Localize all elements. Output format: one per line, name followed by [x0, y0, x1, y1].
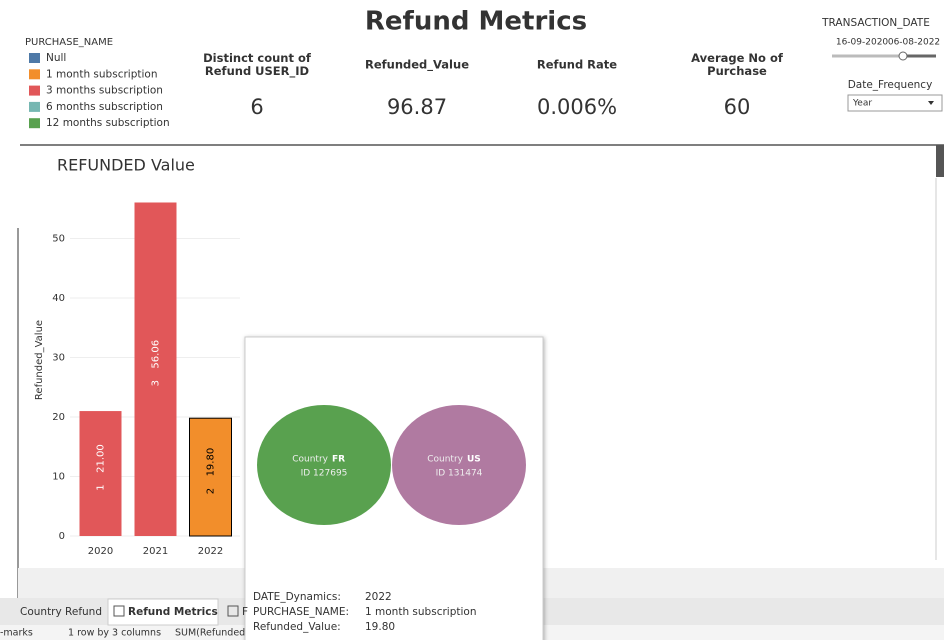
y-tick-label: 40 [52, 293, 65, 304]
country-id: ID 131474 [436, 469, 483, 479]
x-tick-label: 2022 [198, 546, 223, 557]
count-label: 1 [96, 484, 107, 490]
legend-swatch [29, 118, 40, 129]
bar[interactable] [134, 202, 177, 536]
kpi-label: Refund USER_ID [205, 64, 309, 79]
legend-label[interactable]: Null [46, 52, 66, 64]
frequency-dropdown[interactable] [847, 94, 943, 112]
kpi-value: 6 [250, 95, 263, 119]
kpi-label: Distinct count of [203, 51, 312, 65]
legend-swatch [29, 101, 40, 112]
legend-swatch [29, 53, 40, 63]
country-label: Country [427, 455, 463, 465]
tooltip-key: PURCHASE_NAME: [253, 606, 349, 618]
date-end: 06-08-2022 [888, 38, 940, 48]
tab-icon [113, 605, 125, 617]
count-label: 3 [151, 380, 162, 386]
y-tick-label: 10 [52, 472, 65, 483]
country-id: ID 127695 [301, 469, 348, 479]
scroll-handle[interactable] [936, 145, 944, 177]
bar[interactable] [79, 411, 122, 536]
kpi-value: 96.87 [387, 95, 447, 119]
country-code: US [467, 455, 481, 465]
kpi-label: Refunded_Value [365, 58, 469, 73]
status-item: 1 row by 3 columns [68, 628, 161, 639]
legend-label[interactable]: 3 months subscription [46, 85, 163, 97]
dropdown-value[interactable]: Year [852, 99, 872, 109]
tab[interactable]: Country Refund [20, 606, 102, 618]
x-tick-label: 2021 [143, 546, 168, 557]
bar[interactable] [189, 417, 232, 537]
tooltip-value: 2022 [365, 591, 392, 603]
tab[interactable]: F [242, 606, 248, 618]
active-tab[interactable] [107, 598, 219, 626]
kpi-label: Average No of [691, 51, 784, 65]
tooltip-value: 1 month subscription [365, 606, 476, 618]
count-label: 2 [206, 488, 217, 494]
legend-label[interactable]: 12 months subscription [46, 117, 170, 129]
legend-label[interactable]: 1 month subscription [46, 68, 157, 80]
date-slider-handle[interactable] [898, 51, 908, 61]
value-label: 19.80 [206, 448, 217, 477]
tab[interactable]: Refund Metrics [128, 606, 218, 618]
legend-swatch [29, 85, 40, 96]
date-start: 16-09-2020 [836, 38, 889, 48]
country-circle[interactable] [392, 405, 526, 525]
y-tick-label: 20 [52, 412, 65, 423]
tooltip-key: Refunded_Value: [253, 621, 341, 633]
country-label: Country [292, 455, 328, 465]
country-code: FR [332, 455, 345, 465]
dashboard-title: Refund Metrics [365, 7, 587, 37]
kpi-value: 0.006% [537, 95, 617, 119]
legend-title: PURCHASE_NAME [25, 37, 113, 48]
y-tick-label: 0 [59, 531, 65, 542]
kpi-value: 60 [724, 95, 751, 119]
legend-label[interactable]: 6 months subscription [46, 101, 163, 113]
status-item: -marks [0, 628, 33, 639]
value-label: 21.00 [96, 444, 107, 473]
y-axis-title: Refunded_Value [34, 320, 45, 400]
y-tick-label: 30 [52, 353, 65, 364]
legend-swatch [29, 69, 40, 80]
x-tick-label: 2020 [88, 546, 113, 557]
kpi-label: Purchase [707, 64, 767, 78]
y-tick-label: 50 [52, 234, 65, 245]
country-circle[interactable] [257, 405, 391, 525]
tab-icon [227, 605, 239, 617]
status-item: SUM(Refunded [175, 628, 245, 639]
tooltip-value: 19.80 [365, 621, 395, 633]
dropdown-arrow [928, 101, 934, 105]
tooltip-key: DATE_Dynamics: [253, 591, 341, 603]
filter-title: TRANSACTION_DATE [821, 17, 930, 29]
kpi-label: Refund Rate [537, 58, 617, 72]
chart-title: REFUNDED Value [57, 156, 195, 175]
filter-title: Date_Frequency [848, 79, 933, 91]
value-label: 56.06 [151, 340, 162, 369]
